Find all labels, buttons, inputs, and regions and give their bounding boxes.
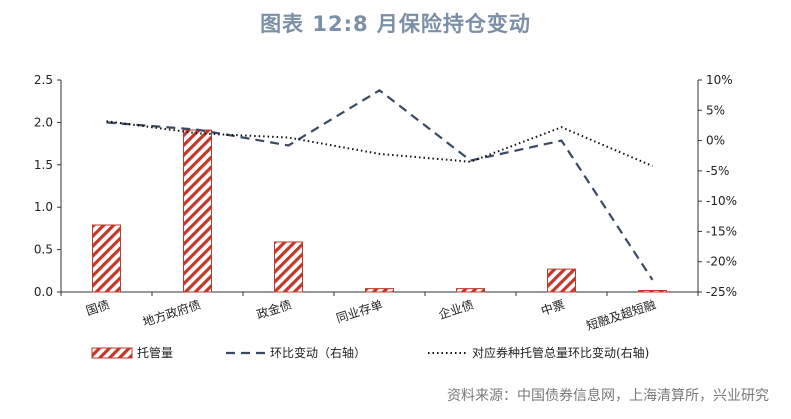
right-tick-label: -5% <box>706 164 729 178</box>
left-tick-label: 0.5 <box>34 243 53 257</box>
series-line-total-change <box>106 120 653 167</box>
left-tick-label: 2.0 <box>34 115 53 129</box>
bar <box>456 288 485 293</box>
left-tick-label: 0.0 <box>34 285 53 299</box>
x-tick-label: 国债 <box>84 298 111 319</box>
right-tick-label: -25% <box>706 285 737 299</box>
x-tick-label: 中票 <box>539 297 566 319</box>
legend-swatch-bar <box>91 347 133 359</box>
right-tick-label: 5% <box>706 103 725 117</box>
bar <box>638 290 667 293</box>
series-line-month-change <box>106 88 654 281</box>
left-tick-label: 1.0 <box>34 200 53 214</box>
chart-title: 图表 12:8 月保险持仓变动 <box>260 12 531 36</box>
legend: 托管量 环比变动（右轴） 对应券种托管总量环比变动(右轴) <box>91 345 649 360</box>
right-tick-label: -10% <box>706 194 737 208</box>
bar <box>547 268 576 293</box>
x-tick-label: 企业债 <box>437 297 476 322</box>
lines <box>106 88 654 281</box>
bar <box>274 241 303 293</box>
bars <box>92 129 667 293</box>
x-tick-label: 短融及超短融 <box>584 297 657 334</box>
right-tick-label: 10% <box>706 73 733 87</box>
right-tick-label: -15% <box>706 224 737 238</box>
axes: 0.0 0.5 1.0 1.5 2.0 2.5 -25% -20% -15% -10% -5% 0% 5… <box>34 73 737 333</box>
left-tick-label: 1.5 <box>34 158 53 172</box>
bar <box>183 129 212 293</box>
right-tick-label: 0% <box>706 134 725 148</box>
x-tick-label: 政金债 <box>255 297 294 322</box>
left-tick-label: 2.5 <box>34 73 53 87</box>
x-tick-label: 地方政府债 <box>141 297 203 330</box>
bar <box>365 288 394 293</box>
bar <box>92 224 121 293</box>
source-note: 资料来源：中国债券信息网，上海清算所，兴业研究 <box>447 388 769 404</box>
x-tick-label: 同业存单 <box>334 298 384 326</box>
right-tick-label: -20% <box>706 255 737 269</box>
legend-label-dotted: 对应券种托管总量环比变动(右轴) <box>472 345 649 360</box>
legend-label-bar: 托管量 <box>137 345 173 360</box>
legend-label-dashed: 环比变动（右轴） <box>270 345 366 360</box>
